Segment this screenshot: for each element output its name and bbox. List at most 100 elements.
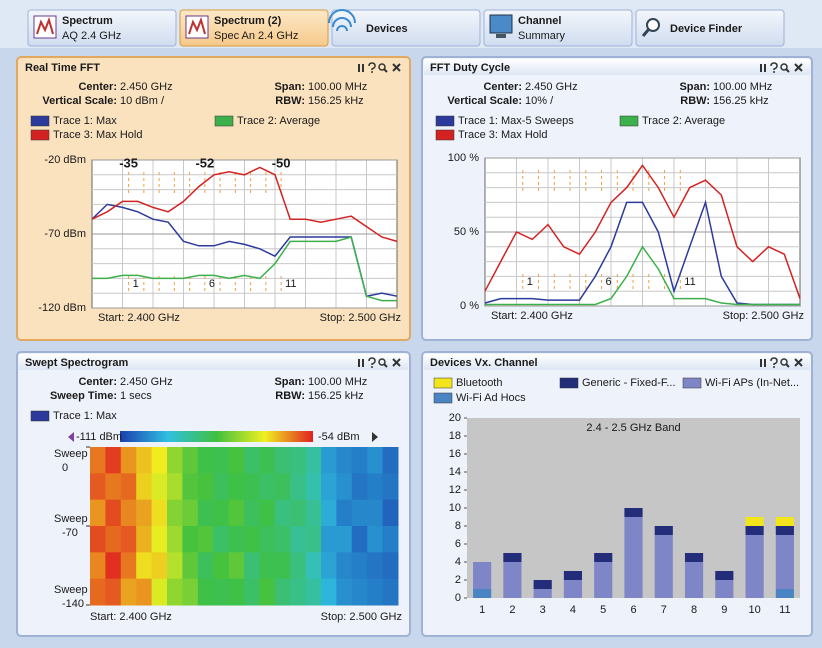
rbw-label: RBW: bbox=[275, 390, 305, 402]
tab-subtitle: Spec An 2.4 GHz bbox=[214, 30, 298, 42]
scale-label: Sweep Time: bbox=[50, 390, 117, 402]
spectrogram-cell bbox=[105, 500, 121, 527]
tab-subtitle: Summary bbox=[518, 30, 566, 42]
spectrogram-cell bbox=[198, 552, 214, 579]
spectrogram-cell bbox=[121, 579, 137, 606]
spectrogram-cell bbox=[290, 447, 306, 474]
y-tick-label: 100 % bbox=[448, 152, 479, 164]
tab-icon bbox=[496, 34, 506, 38]
span-value: 100.00 MHz bbox=[713, 81, 772, 93]
spectrogram-cell bbox=[259, 552, 275, 579]
spectrogram-cell bbox=[136, 500, 152, 527]
spectrogram-cell bbox=[367, 473, 383, 500]
spectrogram-cell bbox=[275, 526, 291, 553]
pause-icon bbox=[358, 359, 360, 367]
spectrogram-cell bbox=[336, 473, 352, 500]
channel-label: 6 bbox=[209, 278, 215, 290]
spectrogram-cell bbox=[105, 552, 121, 579]
spectrogram-cell bbox=[321, 473, 337, 500]
spectrogram-cell bbox=[290, 579, 306, 606]
spectrogram-cell bbox=[383, 447, 399, 474]
spectrogram-cell bbox=[121, 473, 137, 500]
spectrogram-cell bbox=[244, 526, 260, 553]
y-tick-caption: Sweep bbox=[54, 513, 88, 525]
spectrogram-cell bbox=[90, 500, 106, 527]
tab-icon bbox=[186, 16, 208, 38]
spectrogram-cell bbox=[152, 552, 168, 579]
spectrogram-cell bbox=[229, 526, 245, 553]
bar-segment bbox=[534, 589, 552, 598]
spectrogram-cell bbox=[182, 579, 198, 606]
spectrogram-cell bbox=[321, 552, 337, 579]
rbw-label: RBW: bbox=[275, 95, 305, 107]
spectrogram-cell bbox=[259, 473, 275, 500]
spectrogram-cell bbox=[259, 526, 275, 553]
scale-label: Vertical Scale: bbox=[447, 95, 522, 107]
peak-label: -50 bbox=[272, 155, 291, 170]
spectrogram-cell bbox=[229, 473, 245, 500]
legend-label: Wi-Fi Ad Hocs bbox=[456, 392, 526, 404]
spectrogram-cell bbox=[336, 447, 352, 474]
spectrogram-cell bbox=[152, 526, 168, 553]
y-tick-label: -140 bbox=[62, 598, 84, 610]
pause-icon bbox=[358, 64, 360, 72]
spectrogram-cell bbox=[290, 526, 306, 553]
rbw-label: RBW: bbox=[680, 95, 710, 107]
spectrogram-cell bbox=[352, 579, 368, 606]
scale-value: 1 secs bbox=[120, 390, 152, 402]
bar-segment bbox=[624, 508, 642, 517]
spectrogram-cell bbox=[352, 552, 368, 579]
y-tick-label: 12 bbox=[449, 484, 461, 496]
band-annotation: 2.4 - 2.5 GHz Band bbox=[586, 422, 680, 434]
rbw-value: 156.25 kHz bbox=[713, 95, 769, 107]
legend-label: Trace 2: Average bbox=[237, 115, 320, 127]
y-tick-label: 2 bbox=[455, 574, 461, 586]
pause-icon bbox=[764, 359, 766, 367]
x-tick-label: 1 bbox=[479, 604, 485, 616]
bar-segment bbox=[503, 553, 521, 562]
bar-segment bbox=[776, 517, 794, 526]
bar-segment bbox=[685, 562, 703, 598]
spectrogram-cell bbox=[105, 447, 121, 474]
legend-label: Trace 1: Max bbox=[53, 410, 117, 422]
rbw-value: 156.25 kHz bbox=[308, 95, 364, 107]
spectrogram-cell bbox=[321, 500, 337, 527]
spectrogram-cell bbox=[136, 526, 152, 553]
spectrogram-cell bbox=[367, 552, 383, 579]
y-tick-label: 0 bbox=[455, 592, 461, 604]
spectrogram-cell bbox=[229, 552, 245, 579]
spectrogram-cell bbox=[167, 579, 183, 606]
bar-segment bbox=[564, 571, 582, 580]
bar-segment bbox=[746, 517, 764, 526]
start-label: Start: 2.400 GHz bbox=[98, 312, 180, 324]
bar-segment bbox=[564, 580, 582, 598]
spectrogram-cell bbox=[136, 447, 152, 474]
bar-segment bbox=[776, 589, 794, 598]
tab-title: Spectrum (2) bbox=[214, 15, 282, 27]
tab-title: Spectrum bbox=[62, 15, 113, 27]
center-label: Center: bbox=[78, 81, 117, 93]
y-tick-label: 14 bbox=[449, 466, 461, 478]
spectrogram-cell bbox=[259, 500, 275, 527]
spectrogram-cell bbox=[383, 473, 399, 500]
legend-swatch bbox=[31, 411, 49, 421]
bar-segment bbox=[594, 553, 612, 562]
spectrogram-cell bbox=[367, 447, 383, 474]
spectrogram-cell bbox=[367, 579, 383, 606]
y-tick-label: -70 dBm bbox=[44, 228, 86, 240]
spectrogram-cell bbox=[244, 473, 260, 500]
color-min-label: -111 dBm bbox=[76, 431, 122, 443]
bar-segment bbox=[776, 526, 794, 535]
legend-label: Generic - Fixed-F... bbox=[582, 377, 676, 389]
y-tick-label: 10 bbox=[449, 502, 461, 514]
spectrogram-cell bbox=[121, 500, 137, 527]
rbw-value: 156.25 kHz bbox=[308, 390, 364, 402]
start-label: Start: 2.400 GHz bbox=[90, 611, 172, 623]
center-value: 2.450 GHz bbox=[120, 376, 173, 388]
tab-title: Devices bbox=[366, 23, 408, 35]
x-tick-label: 6 bbox=[630, 604, 636, 616]
x-tick-label: 7 bbox=[661, 604, 667, 616]
center-label: Center: bbox=[483, 81, 522, 93]
spectrogram-cell bbox=[213, 500, 229, 527]
scale-value: 10% / bbox=[525, 95, 554, 107]
